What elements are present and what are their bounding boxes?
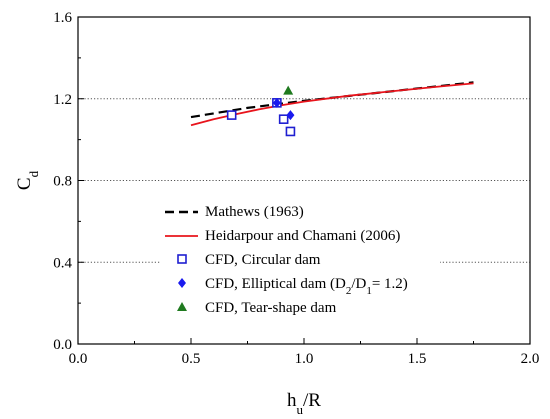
- y-tick-label-4: 1.6: [53, 10, 72, 26]
- data-point-3-1: [286, 110, 295, 121]
- legend: Mathews (1963) Heidarpour and Chamani (20…: [160, 203, 440, 325]
- axes: 0.0 0.5 1.0 1.5 2.0 0.0 0.4 0.8 1.2 1.6 hu/R Cd: [14, 10, 539, 417]
- y-tick-label-3: 1.2: [53, 92, 72, 108]
- legend-label-0: Mathews (1963): [205, 204, 304, 220]
- legend-label-name-0: Mathews (1963): [205, 204, 304, 220]
- legend-entry-4: CFD, Tear-shape dam: [177, 300, 337, 316]
- legend-label-4: CFD, Tear-shape dam: [205, 300, 337, 316]
- x-tick-label-0: 0.0: [69, 351, 88, 367]
- legend-label-3: CFD, Elliptical dam (D2/D1= 1.2): [205, 276, 408, 297]
- legend-label-name-2: CFD, Circular dam: [205, 252, 321, 268]
- data-point-2-0: [226, 110, 237, 120]
- data-point-3-0: [272, 97, 281, 108]
- x-axis-title-main: h: [287, 390, 297, 411]
- legend-suffix-prefix: (D: [326, 276, 346, 292]
- legend-label-2: CFD, Circular dam: [205, 252, 321, 268]
- legend-label-name-4: CFD, Tear-shape dam: [205, 300, 337, 316]
- y-axis-title: Cd: [14, 170, 41, 190]
- legend-suffix-mid: /D: [351, 276, 366, 292]
- legend-suffix-sub2: 1: [366, 285, 372, 297]
- y-axis-title-sub: d: [26, 170, 41, 177]
- x-tick-label-2: 1.0: [295, 351, 314, 367]
- legend-entry-3: CFD, Elliptical dam (D2/D1= 1.2): [178, 276, 408, 297]
- x-tick-label-4: 2.0: [521, 351, 540, 367]
- legend-swatch-3: [178, 278, 186, 288]
- series-3: [272, 97, 295, 121]
- series-1: [190, 82, 474, 127]
- data-point-2-3: [285, 126, 296, 137]
- legend-label-name-1: Heidarpour and Chamani (2006): [205, 228, 400, 244]
- legend-entry-0: Mathews (1963): [165, 204, 304, 220]
- plot-series: [190, 81, 474, 137]
- x-axis-title-sub: u: [297, 402, 304, 417]
- x-tick-label-1: 0.5: [182, 351, 201, 367]
- x-axis-title: hu/R: [287, 390, 321, 417]
- legend-suffix-tail: = 1.2): [372, 276, 408, 292]
- legend-swatch-4: [177, 302, 187, 311]
- legend-suffix-sub1: 2: [346, 285, 352, 297]
- series-4: [283, 85, 294, 95]
- y-tick-label-2: 0.8: [53, 174, 72, 190]
- legend-label-1: Heidarpour and Chamani (2006): [205, 228, 400, 244]
- y-tick-label-1: 0.4: [53, 255, 72, 271]
- legend-label-name-3: CFD, Elliptical dam: [205, 276, 327, 292]
- legend-swatch-2: [177, 254, 187, 264]
- series-line-1: [190, 82, 474, 127]
- y-axis-title-main: C: [14, 177, 35, 190]
- x-tick-label-3: 1.5: [408, 351, 427, 367]
- y-tick-label-0: 0.0: [53, 337, 72, 353]
- legend-background: [160, 203, 440, 325]
- legend-entry-1: Heidarpour and Chamani (2006): [165, 228, 400, 244]
- legend-entry-2: CFD, Circular dam: [177, 252, 321, 268]
- x-axis-title-tail: /R: [303, 390, 321, 411]
- data-point-4-0: [283, 85, 294, 95]
- data-point-2-2: [278, 114, 289, 124]
